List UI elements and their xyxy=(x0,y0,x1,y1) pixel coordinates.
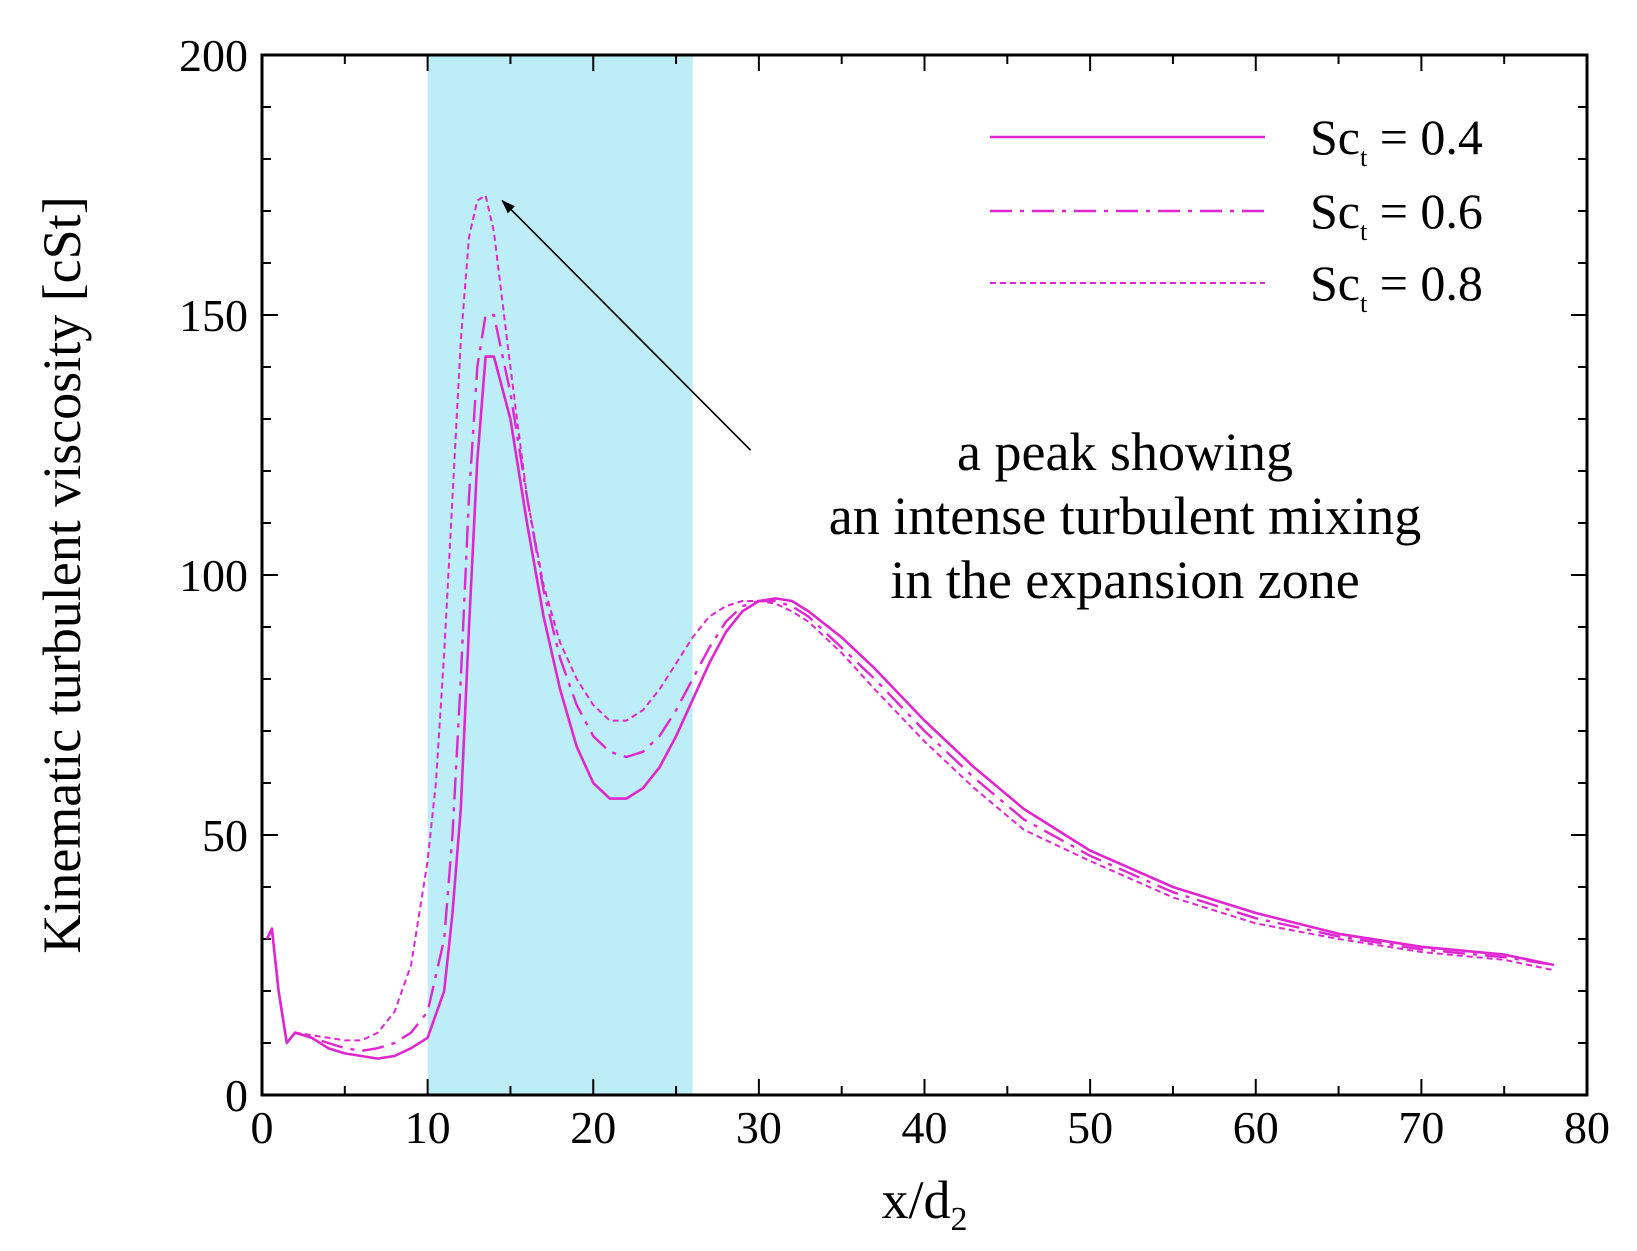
y-axis-title: Kinematic turbulent viscosity [cSt] xyxy=(32,196,92,953)
annotation-text: a peak showing an intense turbulent mixin… xyxy=(829,422,1421,610)
shaded-region xyxy=(427,55,693,1095)
x-tick-label: 30 xyxy=(736,1102,782,1153)
x-tick-label: 10 xyxy=(405,1102,451,1153)
x-tick-label: 50 xyxy=(1067,1102,1113,1153)
x-tick-label: 60 xyxy=(1233,1102,1279,1153)
y-tick-label: 100 xyxy=(179,550,248,601)
series-line-1 xyxy=(265,355,1555,1060)
plot-frame xyxy=(260,53,1589,1097)
y-tick-label: 150 xyxy=(179,290,248,341)
x-tick-label: 40 xyxy=(902,1102,948,1153)
x-tick-label: 20 xyxy=(570,1102,616,1153)
series-line-2 xyxy=(265,313,1555,1052)
x-tick-label: 80 xyxy=(1564,1102,1610,1153)
annotation: a peak showing an intense turbulent mixin… xyxy=(501,199,1421,610)
x-tick-label: 70 xyxy=(1398,1102,1444,1153)
series-lines xyxy=(265,194,1555,1060)
legend-label-2: Sct = 0.6 xyxy=(1310,183,1483,246)
legend: Sct = 0.4 Sct = 0.6 Sct = 0.8 xyxy=(990,109,1483,318)
annotation-arrow xyxy=(501,199,752,451)
y-tick-label: 50 xyxy=(202,810,248,861)
legend-label-1: Sct = 0.4 xyxy=(1310,109,1483,172)
y-tick-label: 0 xyxy=(225,1070,248,1121)
tick-labels: 0 10 20 30 40 50 60 70 80 0 50 100 150 200 xyxy=(179,30,1610,1153)
y-tick-label: 200 xyxy=(179,30,248,81)
legend-label-3: Sct = 0.8 xyxy=(1310,255,1483,318)
x-tick-label: 0 xyxy=(251,1102,274,1153)
x-axis-title: x/d2 xyxy=(881,1170,967,1238)
